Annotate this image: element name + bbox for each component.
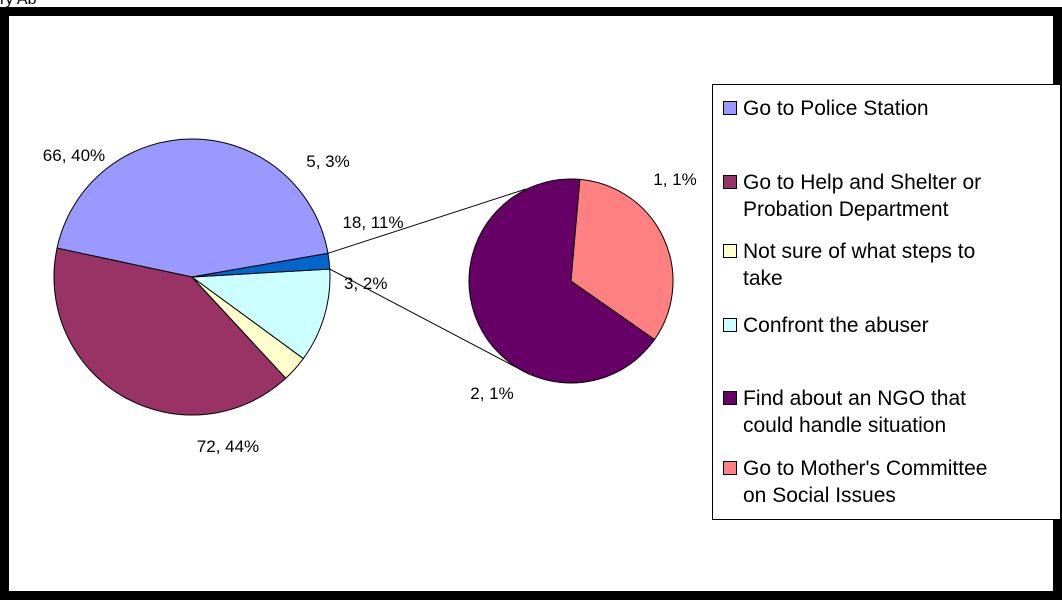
data-label-mothers-committee: 1, 1% xyxy=(653,170,696,189)
data-label-police-station: 72, 44% xyxy=(197,437,259,456)
legend-item-help-shelter: Go to Help and Shelter or Probation Depa… xyxy=(723,169,1062,223)
legend-swatch xyxy=(723,244,737,258)
clipped-title-fragment: ry Ab xyxy=(0,0,36,9)
slice-mothers-committee xyxy=(570,178,674,341)
legend-label: Find about an NGO that could handle situ… xyxy=(743,387,966,437)
data-label-other: 3, 2% xyxy=(344,274,387,293)
legend-item-confront: Confront the abuser xyxy=(723,312,1062,339)
legend-label: Not sure of what steps to take xyxy=(743,240,976,290)
slice-help-shelter xyxy=(53,247,287,416)
data-label-not-sure: 5, 3% xyxy=(306,152,349,171)
connector-line-bottom xyxy=(329,268,532,376)
legend-swatch xyxy=(723,318,737,332)
slice-ngo xyxy=(468,178,656,384)
legend-swatch xyxy=(723,101,737,115)
data-label-help-shelter: 66, 40% xyxy=(43,146,105,165)
chart-legend: Go to Police Station Go to Help and Shel… xyxy=(712,84,1061,520)
connector-line-top xyxy=(327,188,527,254)
main-pie xyxy=(53,138,331,416)
legend-swatch xyxy=(723,175,737,189)
pie-chart-svg: 72, 44% 66, 40% 5, 3% 18, 11% 3, 2% 2, 1… xyxy=(43,138,697,456)
data-label-confront: 18, 11% xyxy=(342,213,403,232)
slice-other xyxy=(191,252,331,278)
legend-label: Confront the abuser xyxy=(743,314,929,337)
legend-label: Go to Help and Shelter or Probation Depa… xyxy=(743,171,982,221)
legend-swatch xyxy=(723,461,737,475)
pie-connector-lines xyxy=(327,188,532,376)
legend-item-mothers-committee: Go to Mother's Committee on Social Issue… xyxy=(723,455,1062,509)
legend-swatch xyxy=(723,391,737,405)
slice-police-station xyxy=(56,138,329,278)
legend-label: Go to Mother's Committee on Social Issue… xyxy=(743,457,988,507)
legend-item-not-sure: Not sure of what steps to take xyxy=(723,238,1062,292)
data-label-ngo: 2, 1% xyxy=(470,384,513,403)
legend-item-police-station: Go to Police Station xyxy=(723,95,1062,122)
legend-label: Go to Police Station xyxy=(743,97,929,120)
data-labels: 72, 44% 66, 40% 5, 3% 18, 11% 3, 2% 2, 1… xyxy=(43,146,697,456)
secondary-pie xyxy=(468,178,674,384)
legend-item-ngo: Find about an NGO that could handle situ… xyxy=(723,385,1062,439)
slice-confront xyxy=(190,268,331,360)
